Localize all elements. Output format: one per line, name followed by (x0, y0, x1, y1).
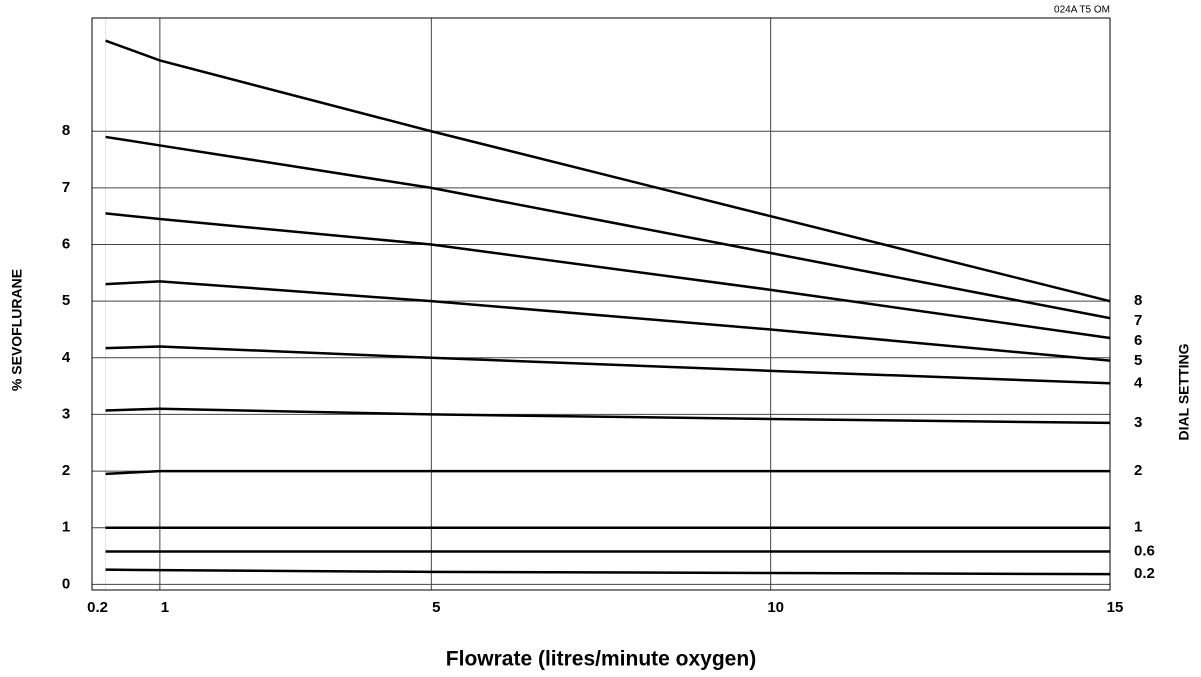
y2-axis-label: DIAL SETTING (1176, 343, 1192, 440)
y-tick-label: 4 (62, 349, 71, 366)
y-tick-label: 6 (62, 236, 70, 253)
x-tick-label: 5 (432, 599, 440, 616)
series-label: 7 (1134, 312, 1142, 329)
series-label: 6 (1134, 332, 1142, 349)
series-label: 4 (1134, 374, 1143, 391)
series-label: 5 (1134, 352, 1142, 369)
note: 024A T5 OM (1054, 5, 1110, 16)
plot-border (91, 17, 1111, 591)
series-line (105, 39, 1111, 303)
series-line (105, 469, 1110, 476)
y-tick-label: 0 (62, 575, 70, 592)
series-line (105, 568, 1111, 576)
series-label: 0.6 (1134, 542, 1155, 559)
x-tick-label: 10 (767, 599, 784, 616)
series-line (105, 135, 1111, 320)
x-tick-label: 0.2 (87, 599, 108, 616)
series-line (105, 407, 1111, 425)
series-label: 0.2 (1134, 565, 1155, 582)
series-label: 8 (1134, 292, 1142, 309)
y-tick-label: 3 (62, 405, 70, 422)
series-label: 3 (1134, 414, 1142, 431)
series-line (105, 280, 1111, 362)
series-line (105, 212, 1111, 340)
x-tick-label: 1 (161, 599, 169, 616)
x-axis-label: Flowrate (litres/minute oxygen) (446, 648, 756, 671)
series-line (105, 345, 1111, 385)
y-tick-label: 2 (62, 462, 70, 479)
y-tick-label: 5 (62, 292, 70, 309)
y-tick-label: 8 (62, 122, 70, 139)
y-tick-label: 1 (62, 519, 70, 536)
series-label: 2 (1134, 462, 1142, 479)
series-label: 1 (1134, 519, 1142, 536)
y-axis-label: % SEVOFLURANE (9, 269, 25, 391)
x-tick-label: 15 (1107, 599, 1124, 616)
y-tick-label: 7 (62, 179, 70, 196)
